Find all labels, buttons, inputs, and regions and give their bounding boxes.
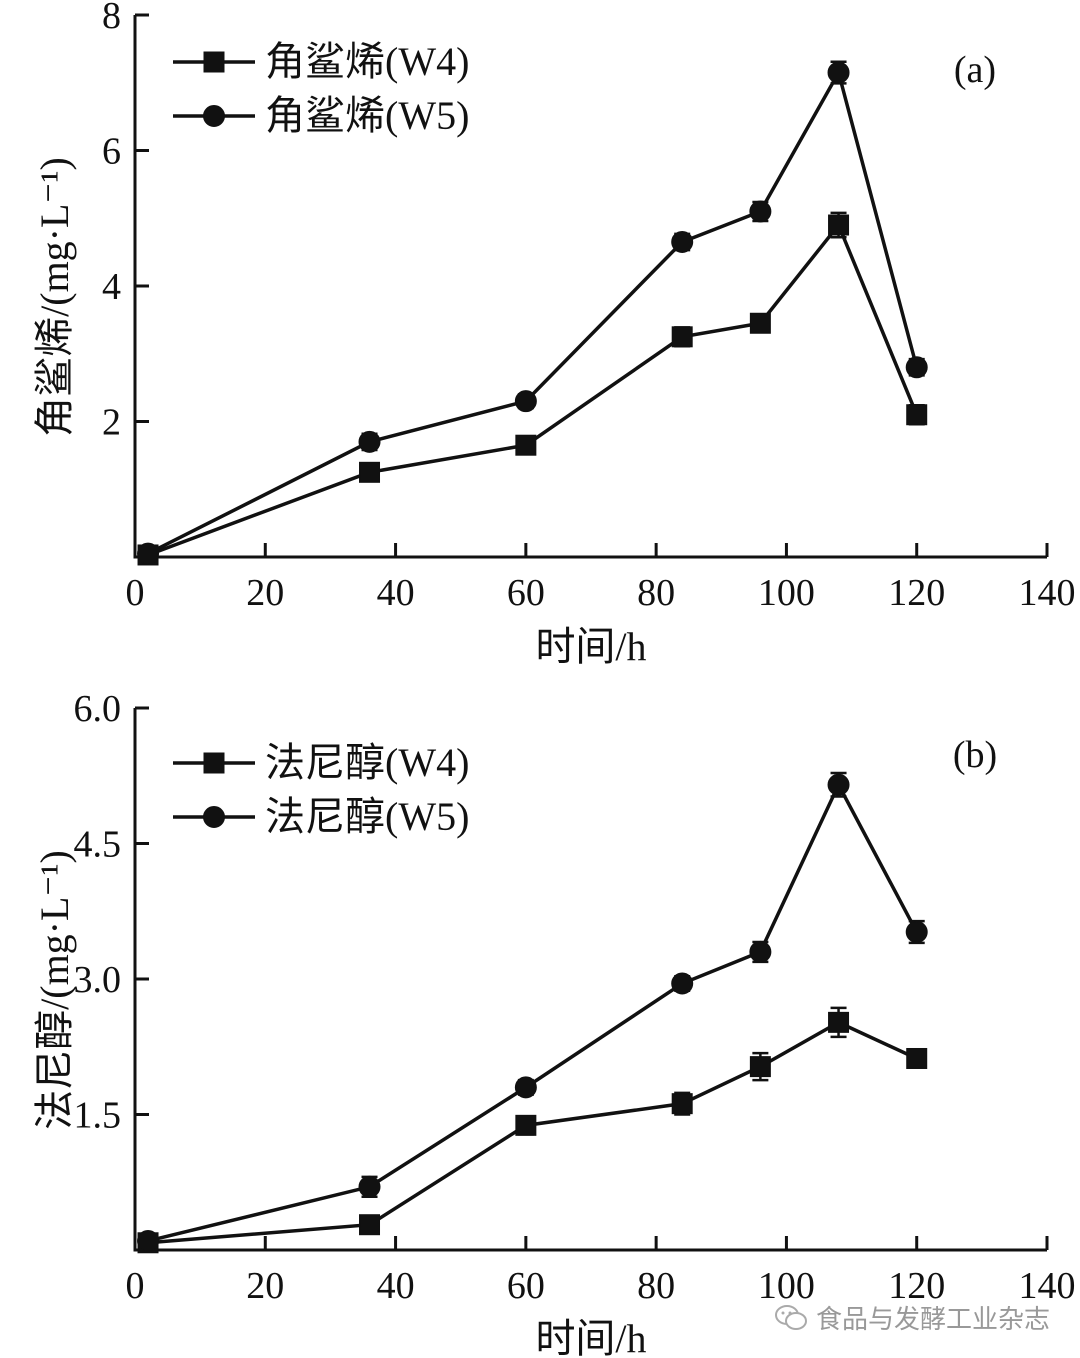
watermark: 食品与发酵工业杂志 <box>774 1299 1050 1336</box>
legend-marker <box>203 51 225 73</box>
x-tick-label: 80 <box>637 572 675 614</box>
data-point <box>514 1076 537 1099</box>
legend-marker <box>203 806 225 828</box>
x-tick-label: 60 <box>507 1265 545 1307</box>
x-tick-label: 120 <box>888 1265 945 1307</box>
data-point <box>905 356 928 379</box>
x-axis-title: 时间/h <box>535 1316 646 1358</box>
data-point <box>827 773 850 796</box>
chart-panel-a: 0 20 40 60 80 100 120 140 2 4 6 8 时间/h 角鲨烯/(mg·L⁻¹… <box>32 0 1076 669</box>
panel-label: (a) <box>954 49 996 91</box>
series-line <box>147 67 919 556</box>
series-w5 <box>137 60 928 565</box>
watermark-text: 食品与发酵工业杂志 <box>815 1305 1050 1335</box>
axes-frame <box>133 15 1047 559</box>
data-point <box>358 1175 381 1198</box>
data-point <box>671 1093 693 1115</box>
data-point <box>905 921 928 944</box>
axes-frame <box>133 708 1047 1252</box>
x-tick-label: 0 <box>126 1265 145 1307</box>
data-point <box>749 1056 771 1078</box>
legend-item: 法尼醇(W4) <box>173 740 469 785</box>
legend-label: 角鲨烯(W4) <box>265 39 469 84</box>
y-tick-label: 3.0 <box>74 959 122 1001</box>
x-tick-label: 20 <box>246 1265 284 1307</box>
series-layer <box>137 60 928 566</box>
legend-label: 法尼醇(W4) <box>265 740 469 785</box>
x-tick-label: 40 <box>377 572 415 614</box>
x-tick-label: 120 <box>888 572 945 614</box>
x-ticks: 0 20 40 60 80 100 120 140 <box>126 543 1076 614</box>
data-point <box>514 390 537 413</box>
data-point <box>906 404 928 426</box>
data-point <box>671 230 694 253</box>
data-point <box>671 972 694 995</box>
legend-item: 法尼醇(W5) <box>173 794 469 839</box>
legend-item: 角鲨烯(W4) <box>173 39 469 84</box>
legend-marker <box>203 105 225 127</box>
y-axis-title: 法尼醇/(mg·L⁻¹) <box>32 850 77 1130</box>
y-tick-label: 8 <box>102 0 121 37</box>
y-tick-label: 6 <box>102 131 121 173</box>
y-tick-label: 4 <box>102 266 121 308</box>
data-point <box>906 1047 928 1069</box>
data-point <box>827 61 850 84</box>
y-tick-label: 4.5 <box>74 824 122 866</box>
legend-item: 角鲨烯(W5) <box>173 93 469 138</box>
data-point <box>137 542 160 565</box>
data-point <box>749 312 771 334</box>
x-axis-title: 时间/h <box>535 624 646 669</box>
x-tick-label: 20 <box>246 572 284 614</box>
panel-label: (b) <box>953 734 997 776</box>
series-layer <box>137 771 928 1254</box>
x-ticks: 0 20 40 60 80 100 120 140 <box>126 1236 1076 1307</box>
x-tick-label: 40 <box>377 1265 415 1307</box>
data-point <box>359 1214 381 1236</box>
data-point <box>671 326 693 348</box>
wechat-icon <box>774 1304 807 1330</box>
series-w4 <box>137 211 928 566</box>
data-point <box>749 940 772 963</box>
y-tick-label: 1.5 <box>74 1095 122 1137</box>
y-axis-title: 角鲨烯/(mg·L⁻¹) <box>32 157 77 437</box>
data-point <box>359 461 381 483</box>
x-tick-label: 100 <box>758 572 815 614</box>
legend: 法尼醇(W4) 法尼醇(W5) <box>173 740 469 839</box>
data-point <box>828 1011 850 1033</box>
data-point <box>749 200 772 223</box>
x-tick-label: 60 <box>507 572 545 614</box>
y-tick-label: 6.0 <box>74 688 122 730</box>
data-point <box>515 1114 537 1136</box>
x-tick-label: 140 <box>1019 1265 1076 1307</box>
y-ticks: 1.5 3.0 4.5 6.0 <box>74 688 149 1137</box>
data-point <box>515 434 537 456</box>
legend-marker <box>203 752 225 774</box>
x-tick-label: 140 <box>1019 572 1076 614</box>
x-tick-label: 100 <box>758 1265 815 1307</box>
x-tick-label: 80 <box>637 1265 675 1307</box>
data-point <box>828 214 850 236</box>
data-point <box>358 430 381 453</box>
series-line <box>147 221 919 557</box>
data-point <box>137 1229 160 1252</box>
y-tick-label: 2 <box>102 402 121 444</box>
x-tick-label: 0 <box>126 572 145 614</box>
legend-label: 角鲨烯(W5) <box>265 93 469 138</box>
y-ticks: 2 4 6 8 <box>102 0 149 444</box>
series-line <box>147 780 919 1243</box>
chart-panel-b: 0 20 40 60 80 100 120 140 1.5 3.0 4.5 6.0 时间/h 法尼醇… <box>32 688 1076 1358</box>
legend: 角鲨烯(W4) 角鲨烯(W5) <box>173 39 469 138</box>
legend-label: 法尼醇(W5) <box>265 794 469 839</box>
series-w5 <box>137 771 928 1252</box>
